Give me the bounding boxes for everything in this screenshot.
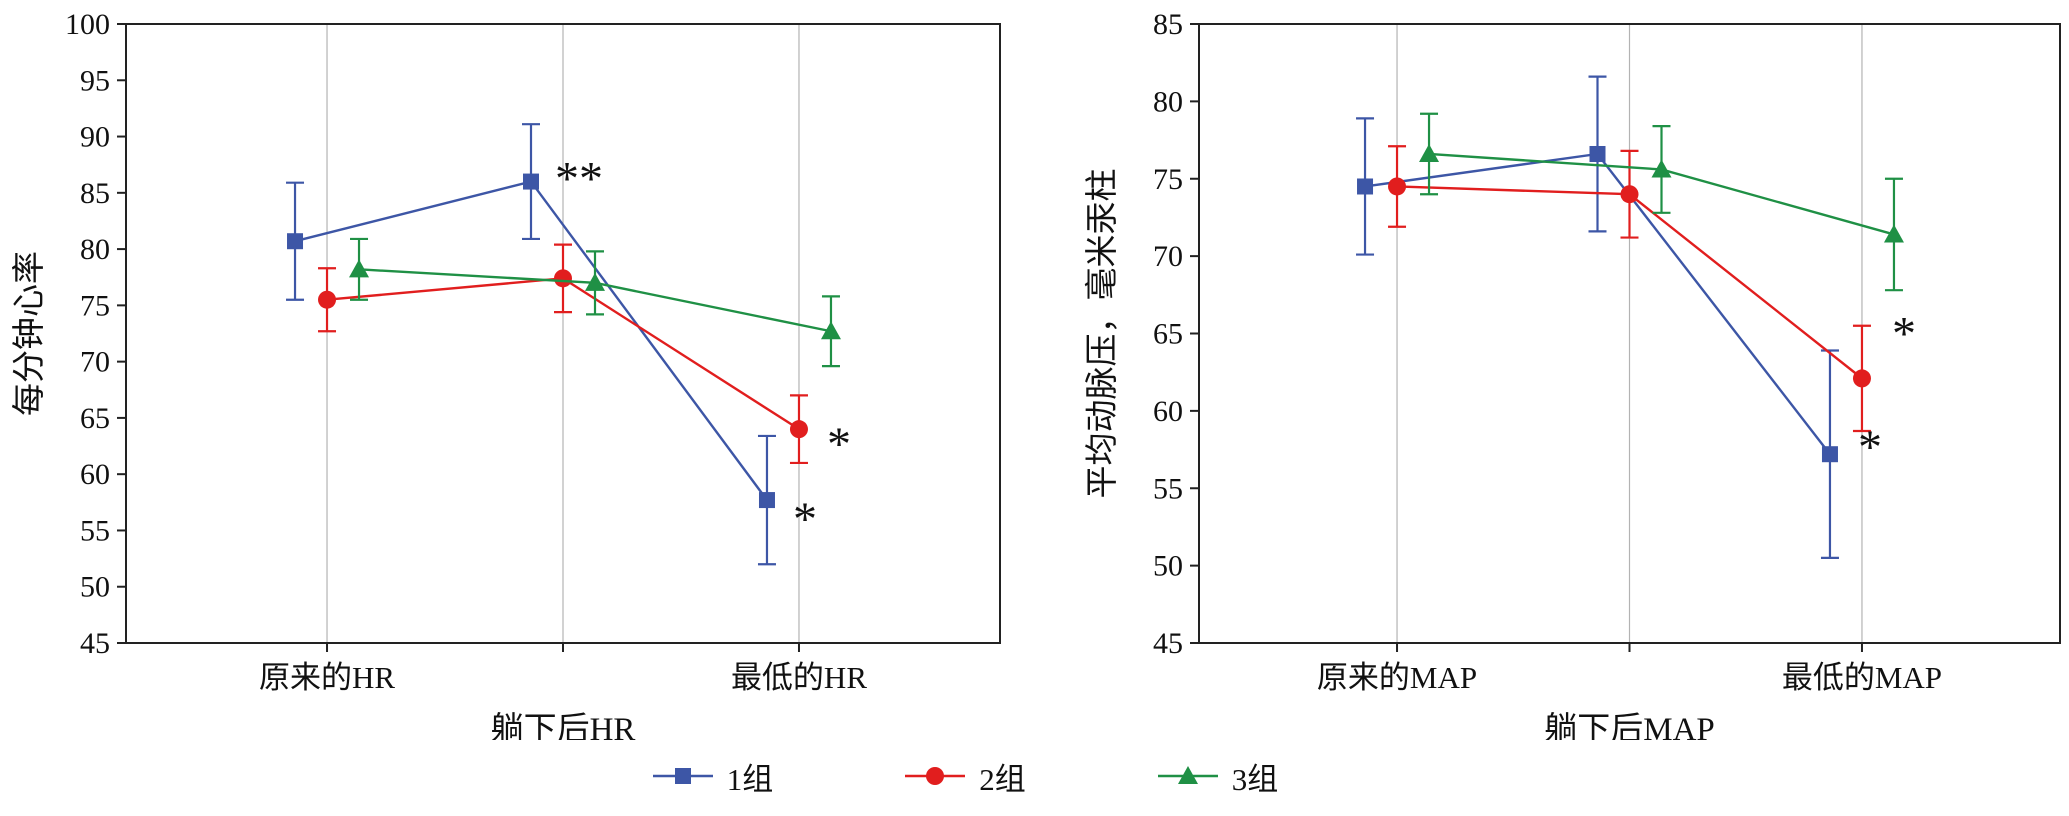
legend-item: 1组 bbox=[651, 754, 774, 799]
y-tick-label: 65 bbox=[1153, 318, 1183, 351]
circle-marker bbox=[1620, 185, 1639, 204]
triangle-marker bbox=[1883, 224, 1904, 243]
y-tick-label: 70 bbox=[80, 346, 110, 379]
triangle-marker bbox=[1419, 143, 1440, 162]
y-tick-label: 45 bbox=[80, 627, 110, 660]
y-tick-label: 90 bbox=[80, 121, 110, 154]
circle-marker bbox=[318, 290, 337, 309]
y-tick-label: 60 bbox=[1153, 395, 1183, 428]
significance-annotation: * bbox=[793, 493, 817, 546]
y-tick-label: 65 bbox=[80, 402, 110, 435]
y-tick-label: 85 bbox=[1153, 8, 1183, 41]
y-axis-label: 每分钟心率 bbox=[11, 251, 48, 416]
gridlines bbox=[1396, 24, 1863, 643]
significance-annotation: ** bbox=[555, 153, 603, 206]
x-axis: 原来的MAP 最低的MAP bbox=[1317, 643, 1942, 695]
y-tick-label: 45 bbox=[1153, 627, 1183, 660]
square-legend-icon bbox=[652, 768, 713, 784]
x-tick-label: 原来的HR bbox=[259, 660, 395, 695]
circle-marker bbox=[1852, 369, 1871, 388]
series-3组 bbox=[1419, 112, 1904, 292]
triangle-marker bbox=[820, 321, 841, 340]
square-marker bbox=[287, 233, 304, 250]
significance-annotation: * bbox=[827, 418, 851, 471]
triangle-marker bbox=[585, 272, 605, 291]
x-tick-label: 最低的HR bbox=[731, 660, 867, 695]
series-2组 bbox=[1388, 145, 1871, 433]
legend-label: 3组 bbox=[1231, 761, 1279, 797]
y-tick-label: 80 bbox=[80, 233, 110, 266]
significance-annotation: * bbox=[1892, 307, 1916, 360]
legend-label: 1组 bbox=[726, 761, 774, 797]
triangle-legend-icon bbox=[1157, 766, 1218, 784]
y-tick-label: 95 bbox=[80, 64, 110, 97]
circle-marker bbox=[1388, 177, 1407, 196]
map-chart: 45 50 55 60 65 70 75 80 85 原来的MAP 最低的MAP 躺下后MAP 平均动脉… bbox=[1084, 8, 2061, 740]
y-tick-label: 55 bbox=[1153, 472, 1183, 505]
charts-row: 45 50 55 60 65 70 75 80 85 90 95 100 原来的HR 最低的HR 躺下后HR… bbox=[11, 8, 2061, 740]
circle-legend-icon bbox=[905, 767, 966, 785]
gridlines bbox=[326, 24, 800, 643]
legend: 1组 2组 3组 bbox=[0, 740, 1999, 812]
x-axis-label: 躺下后MAP bbox=[1544, 711, 1715, 740]
x-tick-label: 最低的MAP bbox=[1782, 660, 1942, 695]
y-tick-label: 100 bbox=[65, 8, 110, 41]
hr-chart: 45 50 55 60 65 70 75 80 85 90 95 100 原来的HR 最低的HR 躺下后HR… bbox=[11, 8, 1001, 740]
series-2组 bbox=[318, 243, 808, 465]
legend-item: 3组 bbox=[1156, 754, 1279, 799]
circle-marker bbox=[554, 269, 572, 288]
y-tick-label: 80 bbox=[1153, 85, 1183, 118]
x-tick-label: 原来的MAP bbox=[1317, 660, 1477, 695]
square-marker bbox=[674, 768, 691, 784]
x-axis: 原来的HR 最低的HR bbox=[259, 643, 867, 695]
series-1组 bbox=[286, 123, 776, 566]
series-3组 bbox=[349, 237, 841, 368]
y-axis-label: 平均动脉压，毫米汞柱 bbox=[1084, 169, 1121, 499]
y-axis: 45 50 55 60 65 70 75 80 85 90 95 100 bbox=[65, 8, 126, 660]
square-marker bbox=[1821, 446, 1838, 463]
triangle-marker bbox=[1651, 159, 1672, 178]
significance-annotation: * bbox=[1858, 421, 1882, 474]
legend-item: 2组 bbox=[903, 754, 1026, 799]
y-tick-label: 75 bbox=[1153, 163, 1183, 196]
x-axis-label: 躺下后HR bbox=[491, 711, 636, 740]
y-tick-label: 60 bbox=[80, 458, 110, 491]
circle-marker bbox=[789, 420, 808, 439]
triangle-marker bbox=[1177, 766, 1198, 784]
legend-label: 2组 bbox=[979, 761, 1026, 797]
y-tick-label: 85 bbox=[80, 177, 110, 210]
circle-marker bbox=[926, 767, 945, 785]
y-tick-label: 50 bbox=[1153, 550, 1183, 583]
y-tick-label: 75 bbox=[80, 289, 110, 322]
y-axis: 45 50 55 60 65 70 75 80 85 bbox=[1153, 8, 1199, 660]
square-marker bbox=[523, 173, 539, 190]
square-marker bbox=[758, 492, 775, 509]
triangle-marker bbox=[349, 259, 370, 278]
y-tick-label: 70 bbox=[1153, 240, 1183, 273]
square-marker bbox=[1357, 178, 1374, 195]
y-tick-label: 55 bbox=[80, 514, 110, 547]
y-tick-label: 50 bbox=[80, 571, 110, 604]
square-marker bbox=[1589, 145, 1606, 162]
series-1组 bbox=[1356, 75, 1839, 559]
